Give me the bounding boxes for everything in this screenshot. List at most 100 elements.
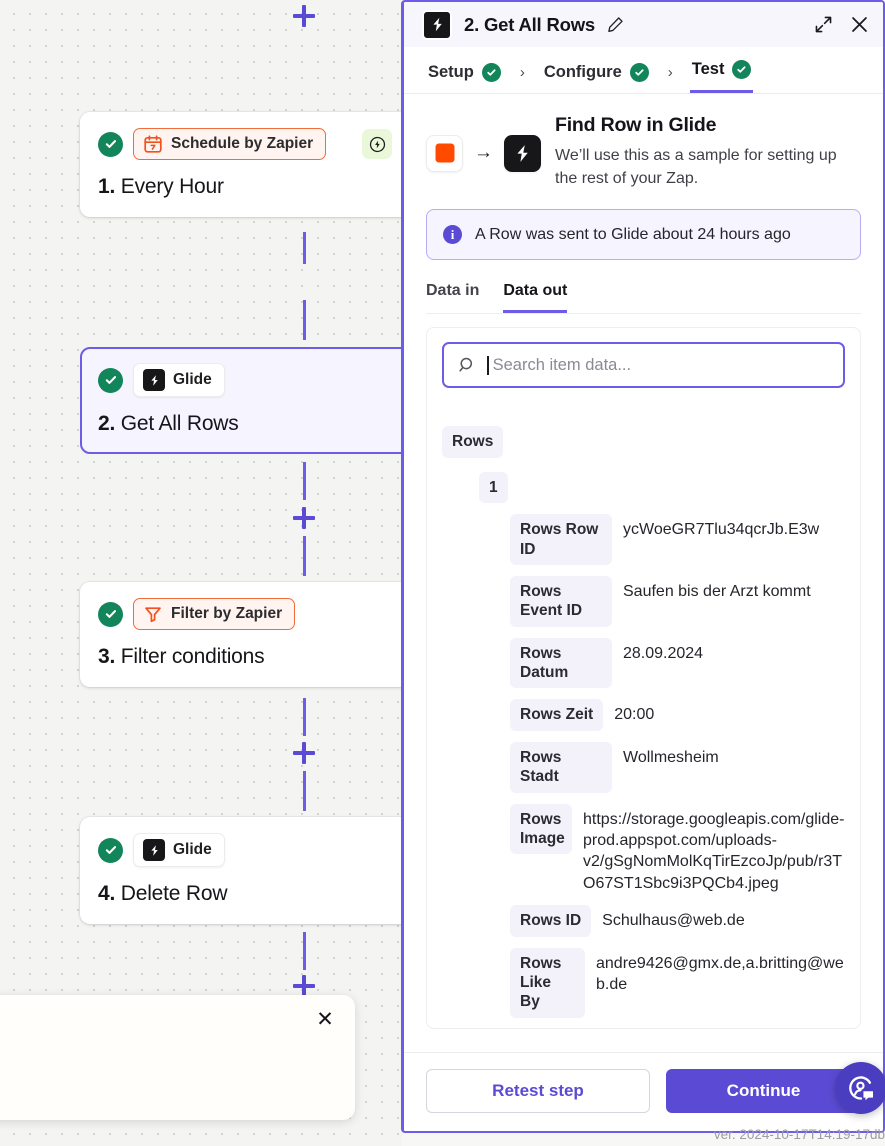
step-tabs: Setup › Configure › Test bbox=[404, 47, 883, 94]
pencil-icon[interactable] bbox=[607, 16, 624, 33]
retest-step-button[interactable]: Retest step bbox=[426, 1069, 650, 1113]
node-4-title: 4. Delete Row bbox=[98, 882, 392, 906]
add-step-button-2[interactable] bbox=[288, 502, 320, 534]
tab-configure-label: Configure bbox=[543, 63, 622, 81]
connector-line-2 bbox=[303, 462, 306, 500]
step-detail-panel: 2. Get All Rows Setup › bbox=[401, 0, 885, 1133]
expand-icon[interactable] bbox=[814, 15, 833, 34]
data-field-row: Rows ID Schulhaus@web.de bbox=[510, 905, 845, 937]
panel-footer: Retest step Continue bbox=[404, 1052, 883, 1131]
search-icon bbox=[458, 356, 476, 374]
data-item-index: 1 bbox=[479, 471, 508, 504]
intro-section: → Find Row in Glide We’ll use this as a … bbox=[426, 94, 861, 190]
add-step-button-1[interactable] bbox=[288, 0, 320, 32]
workflow-node-2[interactable]: Glide 2. Get All Rows bbox=[80, 347, 402, 454]
node-2-app-pill[interactable]: Glide bbox=[133, 363, 225, 397]
panel-body: → Find Row in Glide We’ll use this as a … bbox=[404, 94, 883, 1052]
search-input-box[interactable] bbox=[442, 342, 845, 389]
node-1-app-pill[interactable]: Schedule by Zapier bbox=[133, 128, 327, 160]
field-value: https://storage.googleapis.com/glide-pro… bbox=[583, 810, 845, 892]
canvas-popup-card[interactable]: ✕ ) bbox=[0, 995, 355, 1120]
close-icon[interactable]: ✕ bbox=[316, 1007, 334, 1031]
field-value: Schulhaus@web.de bbox=[602, 912, 745, 930]
node-3-app-pill[interactable]: Filter by Zapier bbox=[133, 598, 296, 630]
tab-configure[interactable]: Configure bbox=[542, 63, 651, 93]
node-3-step-title: Filter conditions bbox=[120, 645, 265, 668]
intro-description: We’ll use this as a sample for setting u… bbox=[555, 147, 837, 187]
data-item-1[interactable]: 1 bbox=[479, 471, 845, 504]
field-label: Rows Row ID bbox=[510, 514, 612, 565]
node-1-app-label: Schedule by Zapier bbox=[171, 135, 314, 152]
workflow-node-3[interactable]: Filter by Zapier 3. Filter conditions bbox=[80, 582, 402, 687]
glide-logo-icon bbox=[504, 134, 541, 172]
node-4-app-pill[interactable]: Glide bbox=[133, 833, 225, 867]
tab-setup[interactable]: Setup bbox=[426, 63, 503, 93]
add-step-button-3[interactable] bbox=[288, 737, 320, 769]
data-field-row: Rows Like By andre9426@gmx.de,a.britting… bbox=[510, 947, 845, 1018]
field-label: Rows Image bbox=[510, 803, 572, 855]
workflow-canvas[interactable]: Schedule by Zapier 1. Every Hour bbox=[0, 0, 402, 1146]
data-root-node[interactable]: Rows bbox=[442, 426, 845, 458]
search-wrapper bbox=[427, 328, 860, 396]
chevron-right-icon: › bbox=[519, 64, 525, 81]
support-chat-icon[interactable] bbox=[835, 1062, 885, 1114]
workflow-node-1[interactable]: Schedule by Zapier 1. Every Hour bbox=[80, 112, 402, 217]
node-2-step-title: Get All Rows bbox=[120, 412, 239, 435]
check-circle-icon bbox=[481, 63, 501, 82]
data-field-row: Rows Stadt Wollmesheim bbox=[510, 741, 845, 793]
node-4-step-title: Delete Row bbox=[120, 882, 228, 905]
connector-line-3 bbox=[303, 698, 306, 736]
check-circle-icon bbox=[732, 60, 752, 79]
tab-data-out[interactable]: Data out bbox=[503, 282, 568, 314]
connector-line-3b bbox=[303, 771, 306, 811]
tab-test-label: Test bbox=[691, 60, 725, 78]
filter-icon bbox=[143, 604, 163, 624]
node-1-step-title: Every Hour bbox=[120, 175, 224, 198]
calendar-icon bbox=[143, 134, 163, 154]
node-3-app-label: Filter by Zapier bbox=[171, 605, 283, 622]
node-3-title: 3. Filter conditions bbox=[98, 645, 392, 669]
glide-logo-icon bbox=[143, 839, 165, 861]
tab-test[interactable]: Test bbox=[689, 60, 754, 93]
connector-line-2b bbox=[303, 536, 306, 576]
info-icon: i bbox=[443, 225, 462, 245]
chevron-right-icon-2: › bbox=[667, 64, 673, 81]
node-2-number: 2. bbox=[98, 412, 116, 435]
connector-line-1 bbox=[303, 232, 306, 264]
search-input[interactable] bbox=[492, 355, 829, 375]
field-value: 28.09.2024 bbox=[623, 644, 704, 662]
data-out-card: Rows 1 Rows Row ID ycWoeGR7Tlu34qcrJb.E3… bbox=[426, 327, 861, 1030]
field-label: Rows Like By bbox=[510, 947, 585, 1018]
field-label: Rows Zeit bbox=[510, 699, 604, 731]
field-label: Rows ID bbox=[510, 905, 592, 937]
data-item-1-fields: Rows Row ID ycWoeGR7Tlu34qcrJb.E3w Rows … bbox=[510, 514, 845, 1018]
zapier-orange-icon bbox=[426, 134, 463, 172]
field-value: 20:00 bbox=[614, 706, 655, 724]
bolt-icon[interactable] bbox=[362, 129, 392, 159]
data-tree[interactable]: Rows 1 Rows Row ID ycWoeGR7Tlu34qcrJb.E3… bbox=[427, 396, 860, 1028]
continue-button[interactable]: Continue bbox=[666, 1069, 861, 1113]
field-value: andre9426@gmx.de,a.britting@web.de bbox=[596, 954, 844, 994]
workflow-node-4[interactable]: Glide 4. Delete Row bbox=[80, 817, 402, 924]
check-circle-icon bbox=[98, 601, 123, 627]
data-field-row: Rows Image https://storage.googleapis.co… bbox=[510, 803, 845, 895]
data-io-tabs: Data in Data out bbox=[426, 282, 861, 315]
check-circle-icon bbox=[98, 837, 123, 863]
tab-data-in[interactable]: Data in bbox=[426, 282, 480, 300]
data-field-row: Rows Event ID Saufen bis der Arzt kommt bbox=[510, 575, 845, 627]
close-icon[interactable] bbox=[850, 15, 869, 34]
node-4-app-label: Glide bbox=[173, 841, 212, 858]
check-circle-icon bbox=[629, 63, 649, 82]
connector-line-1b bbox=[303, 300, 306, 340]
node-2-title: 2. Get All Rows bbox=[98, 412, 392, 436]
intro-title: Find Row in Glide bbox=[555, 114, 717, 136]
field-value: Saufen bis der Arzt kommt bbox=[623, 582, 811, 600]
node-3-header: Filter by Zapier bbox=[98, 598, 392, 630]
node-2-app-label: Glide bbox=[173, 371, 212, 388]
add-step-button-4[interactable] bbox=[288, 970, 320, 1002]
glide-logo-icon bbox=[143, 369, 165, 391]
glide-logo-icon bbox=[422, 9, 452, 40]
node-2-header: Glide bbox=[98, 363, 392, 397]
node-1-number: 1. bbox=[98, 175, 116, 198]
node-1-title: 1. Every Hour bbox=[98, 175, 392, 199]
